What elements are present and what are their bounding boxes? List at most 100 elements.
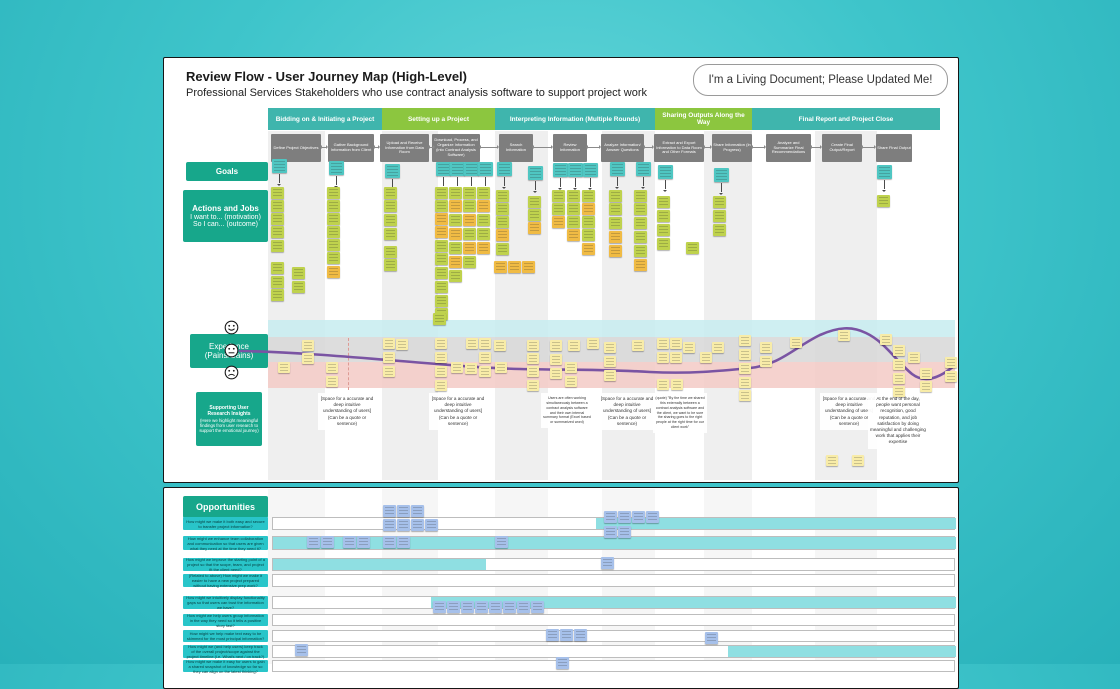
sticky-note-action[interactable] bbox=[582, 216, 595, 228]
sticky-note-experience[interactable] bbox=[700, 352, 712, 363]
sticky-note-experience[interactable] bbox=[739, 363, 751, 374]
sticky-note-experience[interactable] bbox=[893, 359, 905, 370]
sticky-note-experience[interactable] bbox=[670, 338, 682, 349]
sticky-note-experience[interactable] bbox=[838, 330, 850, 341]
opportunity-label[interactable]: How might we enhance team collaboration … bbox=[183, 536, 268, 551]
sticky-note-action[interactable] bbox=[567, 229, 580, 241]
sticky-note-action[interactable] bbox=[686, 242, 699, 254]
opportunity-fill[interactable] bbox=[728, 646, 956, 657]
sticky-note-opportunity[interactable] bbox=[604, 511, 617, 523]
sticky-note-action[interactable] bbox=[634, 217, 647, 229]
sticky-note-insight[interactable] bbox=[852, 455, 864, 466]
sticky-note-action[interactable] bbox=[449, 256, 462, 268]
sticky-note-experience[interactable] bbox=[527, 366, 539, 377]
experience-curve[interactable] bbox=[230, 315, 957, 395]
sticky-note-experience[interactable] bbox=[383, 366, 395, 377]
step-box[interactable]: Extract and Export Information to Data R… bbox=[654, 134, 704, 162]
sticky-note-action[interactable] bbox=[477, 242, 490, 254]
sticky-note-goal[interactable] bbox=[658, 165, 673, 179]
sticky-note-opportunity[interactable] bbox=[546, 629, 559, 641]
sticky-note-opportunity[interactable] bbox=[397, 536, 410, 548]
sticky-note-experience[interactable] bbox=[466, 338, 478, 349]
sticky-note-experience[interactable] bbox=[790, 337, 802, 348]
step-box[interactable]: Review Information bbox=[553, 134, 587, 162]
sticky-note-opportunity[interactable] bbox=[632, 511, 645, 523]
sticky-note-goal[interactable] bbox=[272, 159, 287, 173]
sticky-note-action[interactable] bbox=[435, 281, 448, 293]
sticky-note-experience[interactable] bbox=[739, 349, 751, 360]
sticky-note-experience[interactable] bbox=[550, 340, 562, 351]
sticky-note-goal[interactable] bbox=[583, 163, 598, 177]
sticky-note-opportunity[interactable] bbox=[397, 519, 410, 531]
sticky-note-action[interactable] bbox=[271, 200, 284, 212]
sticky-note-action[interactable] bbox=[449, 228, 462, 240]
sticky-note-action[interactable] bbox=[384, 228, 397, 240]
sticky-note-experience[interactable] bbox=[632, 340, 644, 351]
sticky-note-action[interactable] bbox=[634, 259, 647, 271]
sticky-note-experience[interactable] bbox=[568, 340, 580, 351]
sticky-note-action[interactable] bbox=[496, 243, 509, 255]
sticky-note-experience[interactable] bbox=[302, 340, 314, 351]
sticky-note-action[interactable] bbox=[449, 214, 462, 226]
step-box[interactable]: Share Information (In Progress) bbox=[712, 134, 752, 162]
step-box[interactable]: Search Information bbox=[499, 134, 533, 162]
sticky-note-action[interactable] bbox=[384, 187, 397, 199]
opportunity-label[interactable]: How might we make it both easy and secur… bbox=[183, 517, 268, 530]
sticky-note-opportunity[interactable] bbox=[383, 536, 396, 548]
sticky-note-action[interactable] bbox=[634, 245, 647, 257]
sticky-note-action[interactable] bbox=[657, 224, 670, 236]
opportunity-track[interactable] bbox=[272, 645, 956, 658]
sticky-note-action[interactable] bbox=[435, 267, 448, 279]
row-label-actions[interactable]: Actions and Jobs I want to... (motivatio… bbox=[183, 190, 268, 242]
sticky-note-experience[interactable] bbox=[604, 356, 616, 367]
opportunity-fill[interactable] bbox=[596, 518, 956, 529]
sticky-note-action[interactable] bbox=[477, 187, 490, 199]
sticky-note-action[interactable] bbox=[271, 187, 284, 199]
sticky-note-goal[interactable] bbox=[636, 162, 651, 176]
sticky-note-action[interactable] bbox=[327, 252, 340, 264]
sticky-note-opportunity[interactable] bbox=[531, 601, 544, 613]
sticky-note-action[interactable] bbox=[657, 196, 670, 208]
sticky-note-action[interactable] bbox=[496, 229, 509, 241]
phase-header[interactable]: Interpreting Information (Multiple Round… bbox=[495, 108, 655, 130]
sticky-note-experience[interactable] bbox=[565, 376, 577, 387]
phase-header[interactable]: Sharing Outputs Along the Way bbox=[655, 108, 752, 130]
sticky-note-experience[interactable] bbox=[880, 334, 892, 345]
sticky-note-experience[interactable] bbox=[604, 370, 616, 381]
sticky-note-goal[interactable] bbox=[329, 161, 344, 175]
sticky-note-action[interactable] bbox=[435, 213, 448, 225]
sticky-note-action[interactable] bbox=[463, 214, 476, 226]
opportunity-fill[interactable] bbox=[273, 537, 956, 549]
sticky-note-action[interactable] bbox=[567, 203, 580, 215]
sticky-note-experience[interactable] bbox=[527, 340, 539, 351]
sticky-note-goal[interactable] bbox=[478, 162, 493, 176]
sticky-note-opportunity[interactable] bbox=[357, 536, 370, 548]
sticky-note-insight[interactable] bbox=[826, 455, 838, 466]
sticky-note-experience[interactable] bbox=[565, 362, 577, 373]
sticky-note-experience[interactable] bbox=[920, 381, 932, 392]
sticky-note-insight[interactable] bbox=[671, 379, 683, 390]
sticky-note-experience[interactable] bbox=[550, 354, 562, 365]
sticky-note-action[interactable] bbox=[435, 295, 448, 307]
sticky-note-experience[interactable] bbox=[465, 363, 477, 374]
sticky-note-opportunity[interactable] bbox=[343, 536, 356, 548]
sticky-note-experience[interactable] bbox=[587, 338, 599, 349]
sticky-note-action[interactable] bbox=[522, 261, 535, 273]
sticky-note-action[interactable] bbox=[327, 200, 340, 212]
phase-header[interactable]: Setting up a Project bbox=[382, 108, 495, 130]
sticky-note-goal[interactable] bbox=[610, 162, 625, 176]
sticky-note-insight[interactable] bbox=[657, 379, 669, 390]
sticky-note-experience[interactable] bbox=[550, 368, 562, 379]
sticky-note-experience[interactable] bbox=[495, 362, 507, 373]
sticky-note-action[interactable] bbox=[477, 200, 490, 212]
sticky-note-goal[interactable] bbox=[528, 166, 543, 180]
phase-header[interactable]: Bidding on & Initiating a Project bbox=[268, 108, 382, 130]
sticky-note-experience[interactable] bbox=[435, 366, 447, 377]
insight-text[interactable]: At the end of the day, people want perso… bbox=[868, 393, 928, 449]
sticky-note-experience[interactable] bbox=[326, 376, 338, 387]
sticky-note-action[interactable] bbox=[552, 203, 565, 215]
sticky-note-experience[interactable] bbox=[494, 340, 506, 351]
sticky-note-experience[interactable] bbox=[657, 352, 669, 363]
opportunity-track[interactable] bbox=[272, 660, 955, 672]
sticky-note-action[interactable] bbox=[634, 231, 647, 243]
